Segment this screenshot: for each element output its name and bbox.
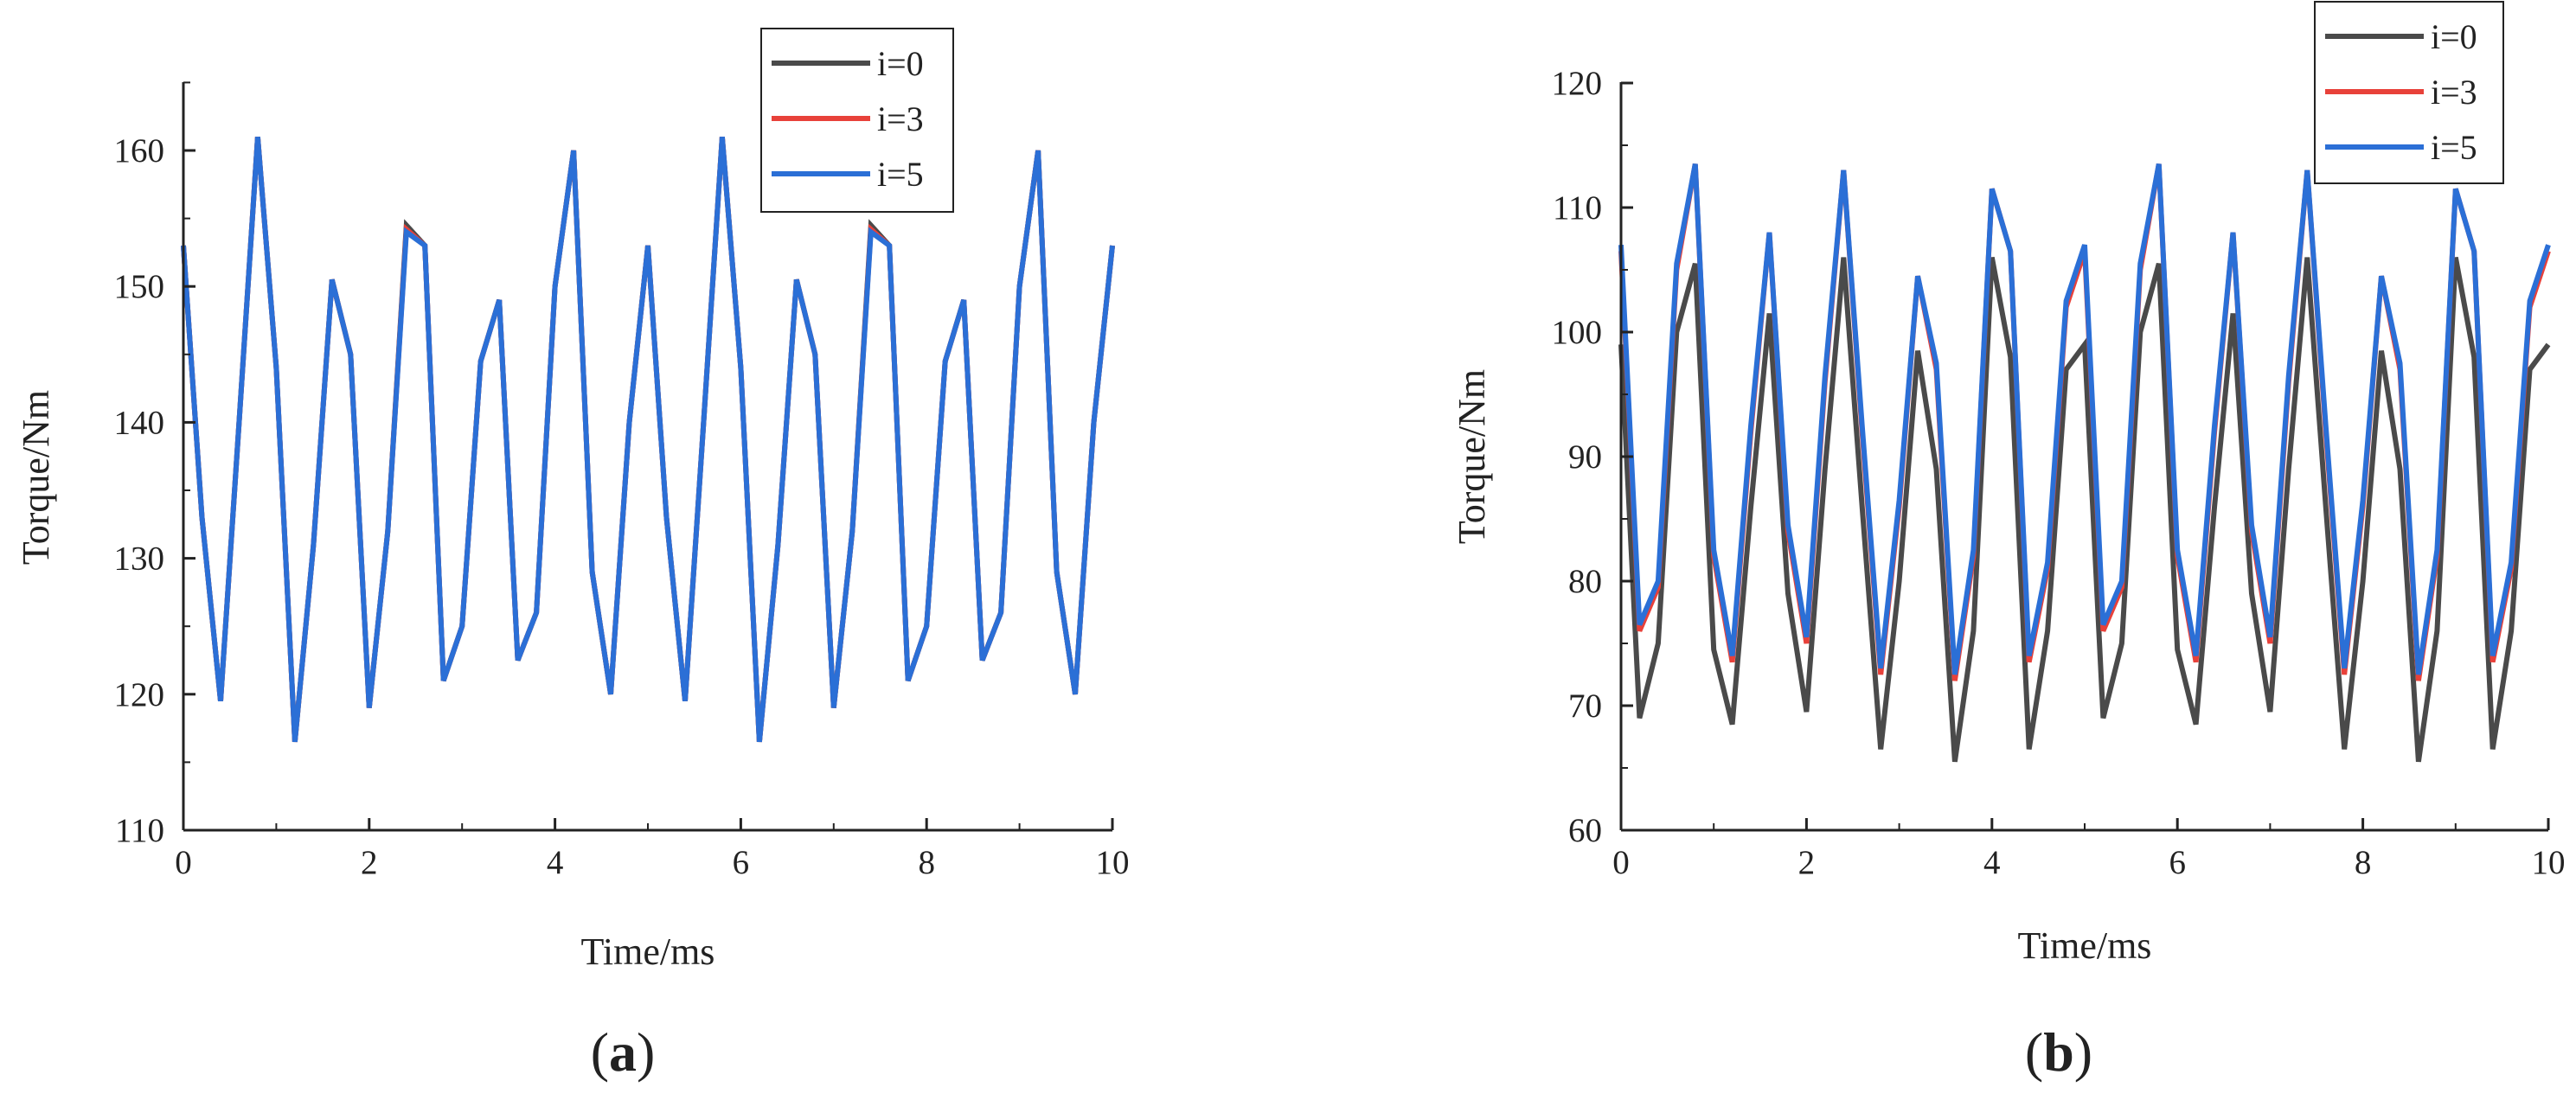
legend-b: i=0 i=3 i=5 <box>2314 1 2504 184</box>
y-axis-label-a: Torque/Nm <box>15 390 57 565</box>
series-lines-a <box>181 137 1115 743</box>
y-tick-label: 120 <box>1552 65 1603 102</box>
series-line-i0 <box>1618 257 2551 763</box>
legend-label: i=0 <box>877 44 924 83</box>
panel-letter-a: a <box>609 1021 637 1083</box>
y-tick-label: 120 <box>114 676 165 713</box>
y-tick-label: 160 <box>114 132 165 169</box>
legend-a: i=0 i=3 i=5 <box>760 28 954 213</box>
x-tick-label: 10 <box>2532 844 2566 881</box>
x-ticks-b: 0 2 4 6 8 10 <box>1612 818 2566 881</box>
chart-panel-a: 0 2 4 6 8 10 110 120 130 140 150 160 Time/ms Torqu… <box>15 28 1130 1083</box>
x-tick-label: 2 <box>361 844 378 881</box>
y-tick-label: 70 <box>1568 688 1602 725</box>
y-ticks-b: 60 70 80 90 100 110 120 <box>1552 65 1633 849</box>
series-lines-b <box>1618 163 2551 763</box>
x-tick-label: 6 <box>733 844 750 881</box>
x-axis-label-b: Time/ms <box>2018 924 2152 967</box>
y-tick-label: 130 <box>114 540 165 578</box>
y-tick-label: 110 <box>115 812 164 849</box>
x-ticks-a: 0 2 4 6 8 10 <box>175 818 1130 881</box>
panel-label-b: (b) <box>2025 1021 2092 1083</box>
legend-entries-a: i=0 i=3 i=5 <box>772 44 924 194</box>
legend-label: i=3 <box>2431 73 2477 112</box>
series-line-i5 <box>181 137 1115 743</box>
legend-label: i=5 <box>2431 128 2477 167</box>
legend-entries-b: i=0 i=3 i=5 <box>2325 17 2477 167</box>
y-axis-label-b: Torque/Nm <box>1451 369 1493 544</box>
panel-letter-b: b <box>2043 1021 2074 1083</box>
x-tick-label: 8 <box>918 844 935 881</box>
x-tick-label: 6 <box>2169 844 2186 881</box>
x-tick-label: 0 <box>1612 844 1630 881</box>
legend-label: i=3 <box>877 99 924 138</box>
x-tick-label: 4 <box>547 844 564 881</box>
y-tick-label: 140 <box>114 404 165 441</box>
y-ticks-a: 110 120 130 140 150 160 <box>114 81 195 849</box>
series-line-i5 <box>1618 163 2551 675</box>
y-tick-label: 80 <box>1568 563 1602 600</box>
y-tick-label: 90 <box>1568 438 1602 476</box>
legend-label: i=0 <box>2431 17 2477 56</box>
y-tick-label: 60 <box>1568 812 1602 849</box>
x-tick-label: 4 <box>1983 844 2001 881</box>
y-tick-label: 100 <box>1552 314 1603 351</box>
y-tick-label: 110 <box>1553 189 1602 227</box>
legend-label: i=5 <box>877 155 924 194</box>
x-tick-label: 2 <box>1798 844 1816 881</box>
y-tick-label: 150 <box>114 268 165 305</box>
x-tick-label: 0 <box>175 844 192 881</box>
x-tick-label: 8 <box>2355 844 2372 881</box>
x-tick-label: 10 <box>1096 844 1130 881</box>
x-axis-label-a: Time/ms <box>581 931 715 973</box>
panel-label-a: (a) <box>591 1021 656 1083</box>
chart-panel-b: 0 2 4 6 8 10 60 70 80 90 100 110 120 Time/ms Torque… <box>1451 1 2566 1083</box>
